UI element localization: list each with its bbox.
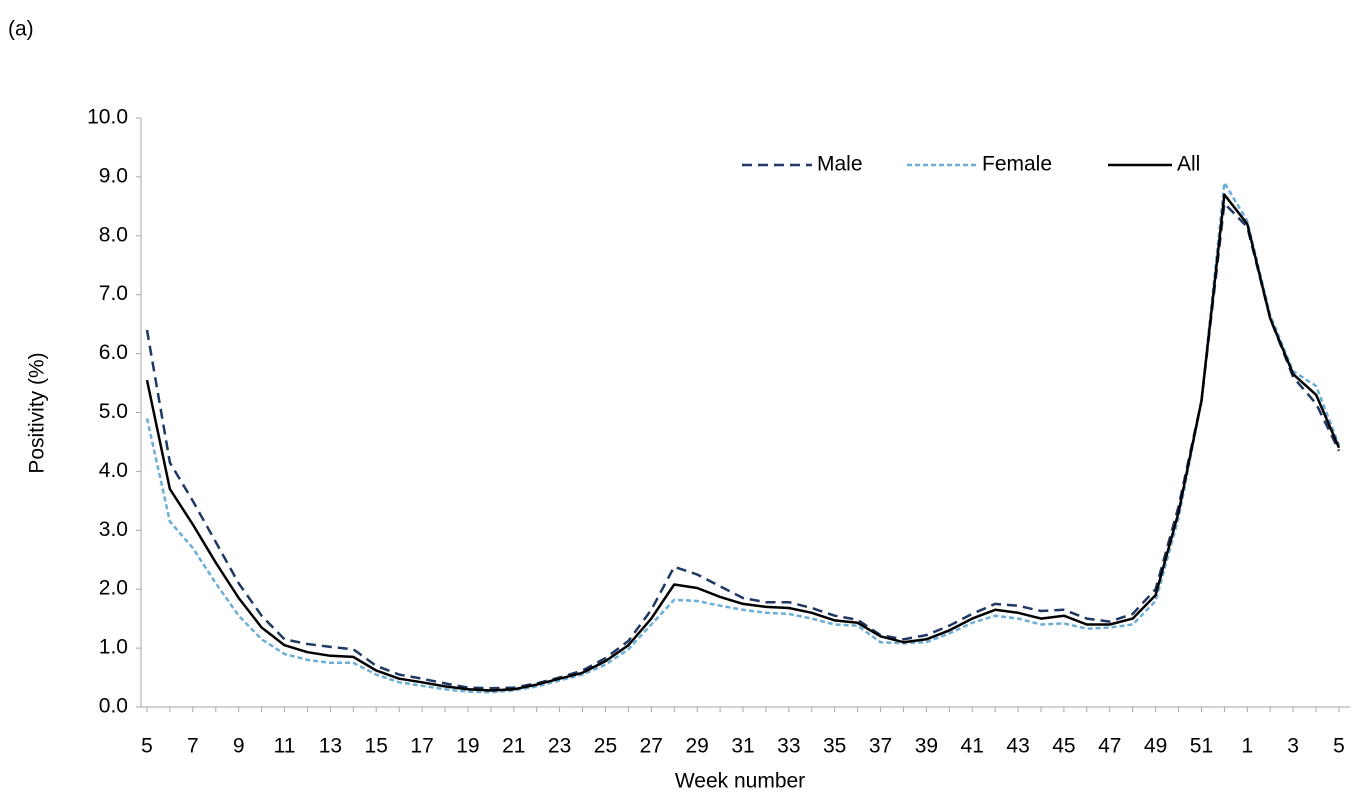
line-series xyxy=(145,202,1341,690)
x-tick-label: 49 xyxy=(1144,735,1167,758)
x-tick-label: 13 xyxy=(319,735,342,758)
x-tick-label: 25 xyxy=(594,735,617,758)
x-tick-label: 41 xyxy=(961,735,984,758)
x-tick-label: 37 xyxy=(869,735,892,758)
x-tick-label: 1 xyxy=(1241,735,1253,758)
x-tick-label: 23 xyxy=(548,735,571,758)
x-tick-label: 45 xyxy=(1052,735,1075,758)
y-tick-label: 9.0 xyxy=(99,164,128,187)
x-tick-label: 39 xyxy=(915,735,938,758)
y-tick-label: 10.0 xyxy=(87,106,128,129)
y-tick-label: 2.0 xyxy=(99,577,128,600)
y-tick-label: 0.0 xyxy=(99,695,128,718)
x-tick-label: 9 xyxy=(233,735,245,758)
x-tick-label: 27 xyxy=(640,735,663,758)
x-tick-label: 7 xyxy=(187,735,199,758)
x-tick-label: 3 xyxy=(1287,735,1299,758)
legend-label: Male xyxy=(817,153,863,176)
line-series xyxy=(145,181,1341,694)
x-tick-label: 33 xyxy=(777,735,800,758)
y-tick-label: 7.0 xyxy=(99,282,128,305)
y-tick-label: 5.0 xyxy=(99,400,128,423)
y-tick-label: 3.0 xyxy=(99,518,128,541)
x-tick-label: 51 xyxy=(1190,735,1213,758)
x-tick-label: 35 xyxy=(823,735,846,758)
x-tick-label: 43 xyxy=(1006,735,1029,758)
line-series xyxy=(145,193,1341,692)
y-tick-label: 8.0 xyxy=(99,223,128,246)
x-tick-label: 19 xyxy=(456,735,479,758)
x-tick-label: 5 xyxy=(141,735,153,758)
legend-label: Female xyxy=(982,153,1052,176)
x-tick-label: 31 xyxy=(731,735,754,758)
x-tick-label: 15 xyxy=(365,735,388,758)
x-tick-label: 21 xyxy=(502,735,525,758)
y-axis-title: Positivity (%) xyxy=(26,352,49,473)
x-tick-label: 47 xyxy=(1098,735,1121,758)
x-tick-label: 17 xyxy=(410,735,433,758)
y-tick-label: 4.0 xyxy=(99,459,128,482)
y-tick-label: 6.0 xyxy=(99,341,128,364)
x-tick-label: 5 xyxy=(1333,735,1345,758)
panel-label: (a) xyxy=(8,18,34,41)
x-tick-label: 11 xyxy=(274,735,296,758)
legend-label: All xyxy=(1177,153,1200,176)
y-tick-label: 1.0 xyxy=(99,636,128,659)
x-tick-label: 29 xyxy=(685,735,708,758)
x-axis-title: Week number xyxy=(675,770,805,793)
